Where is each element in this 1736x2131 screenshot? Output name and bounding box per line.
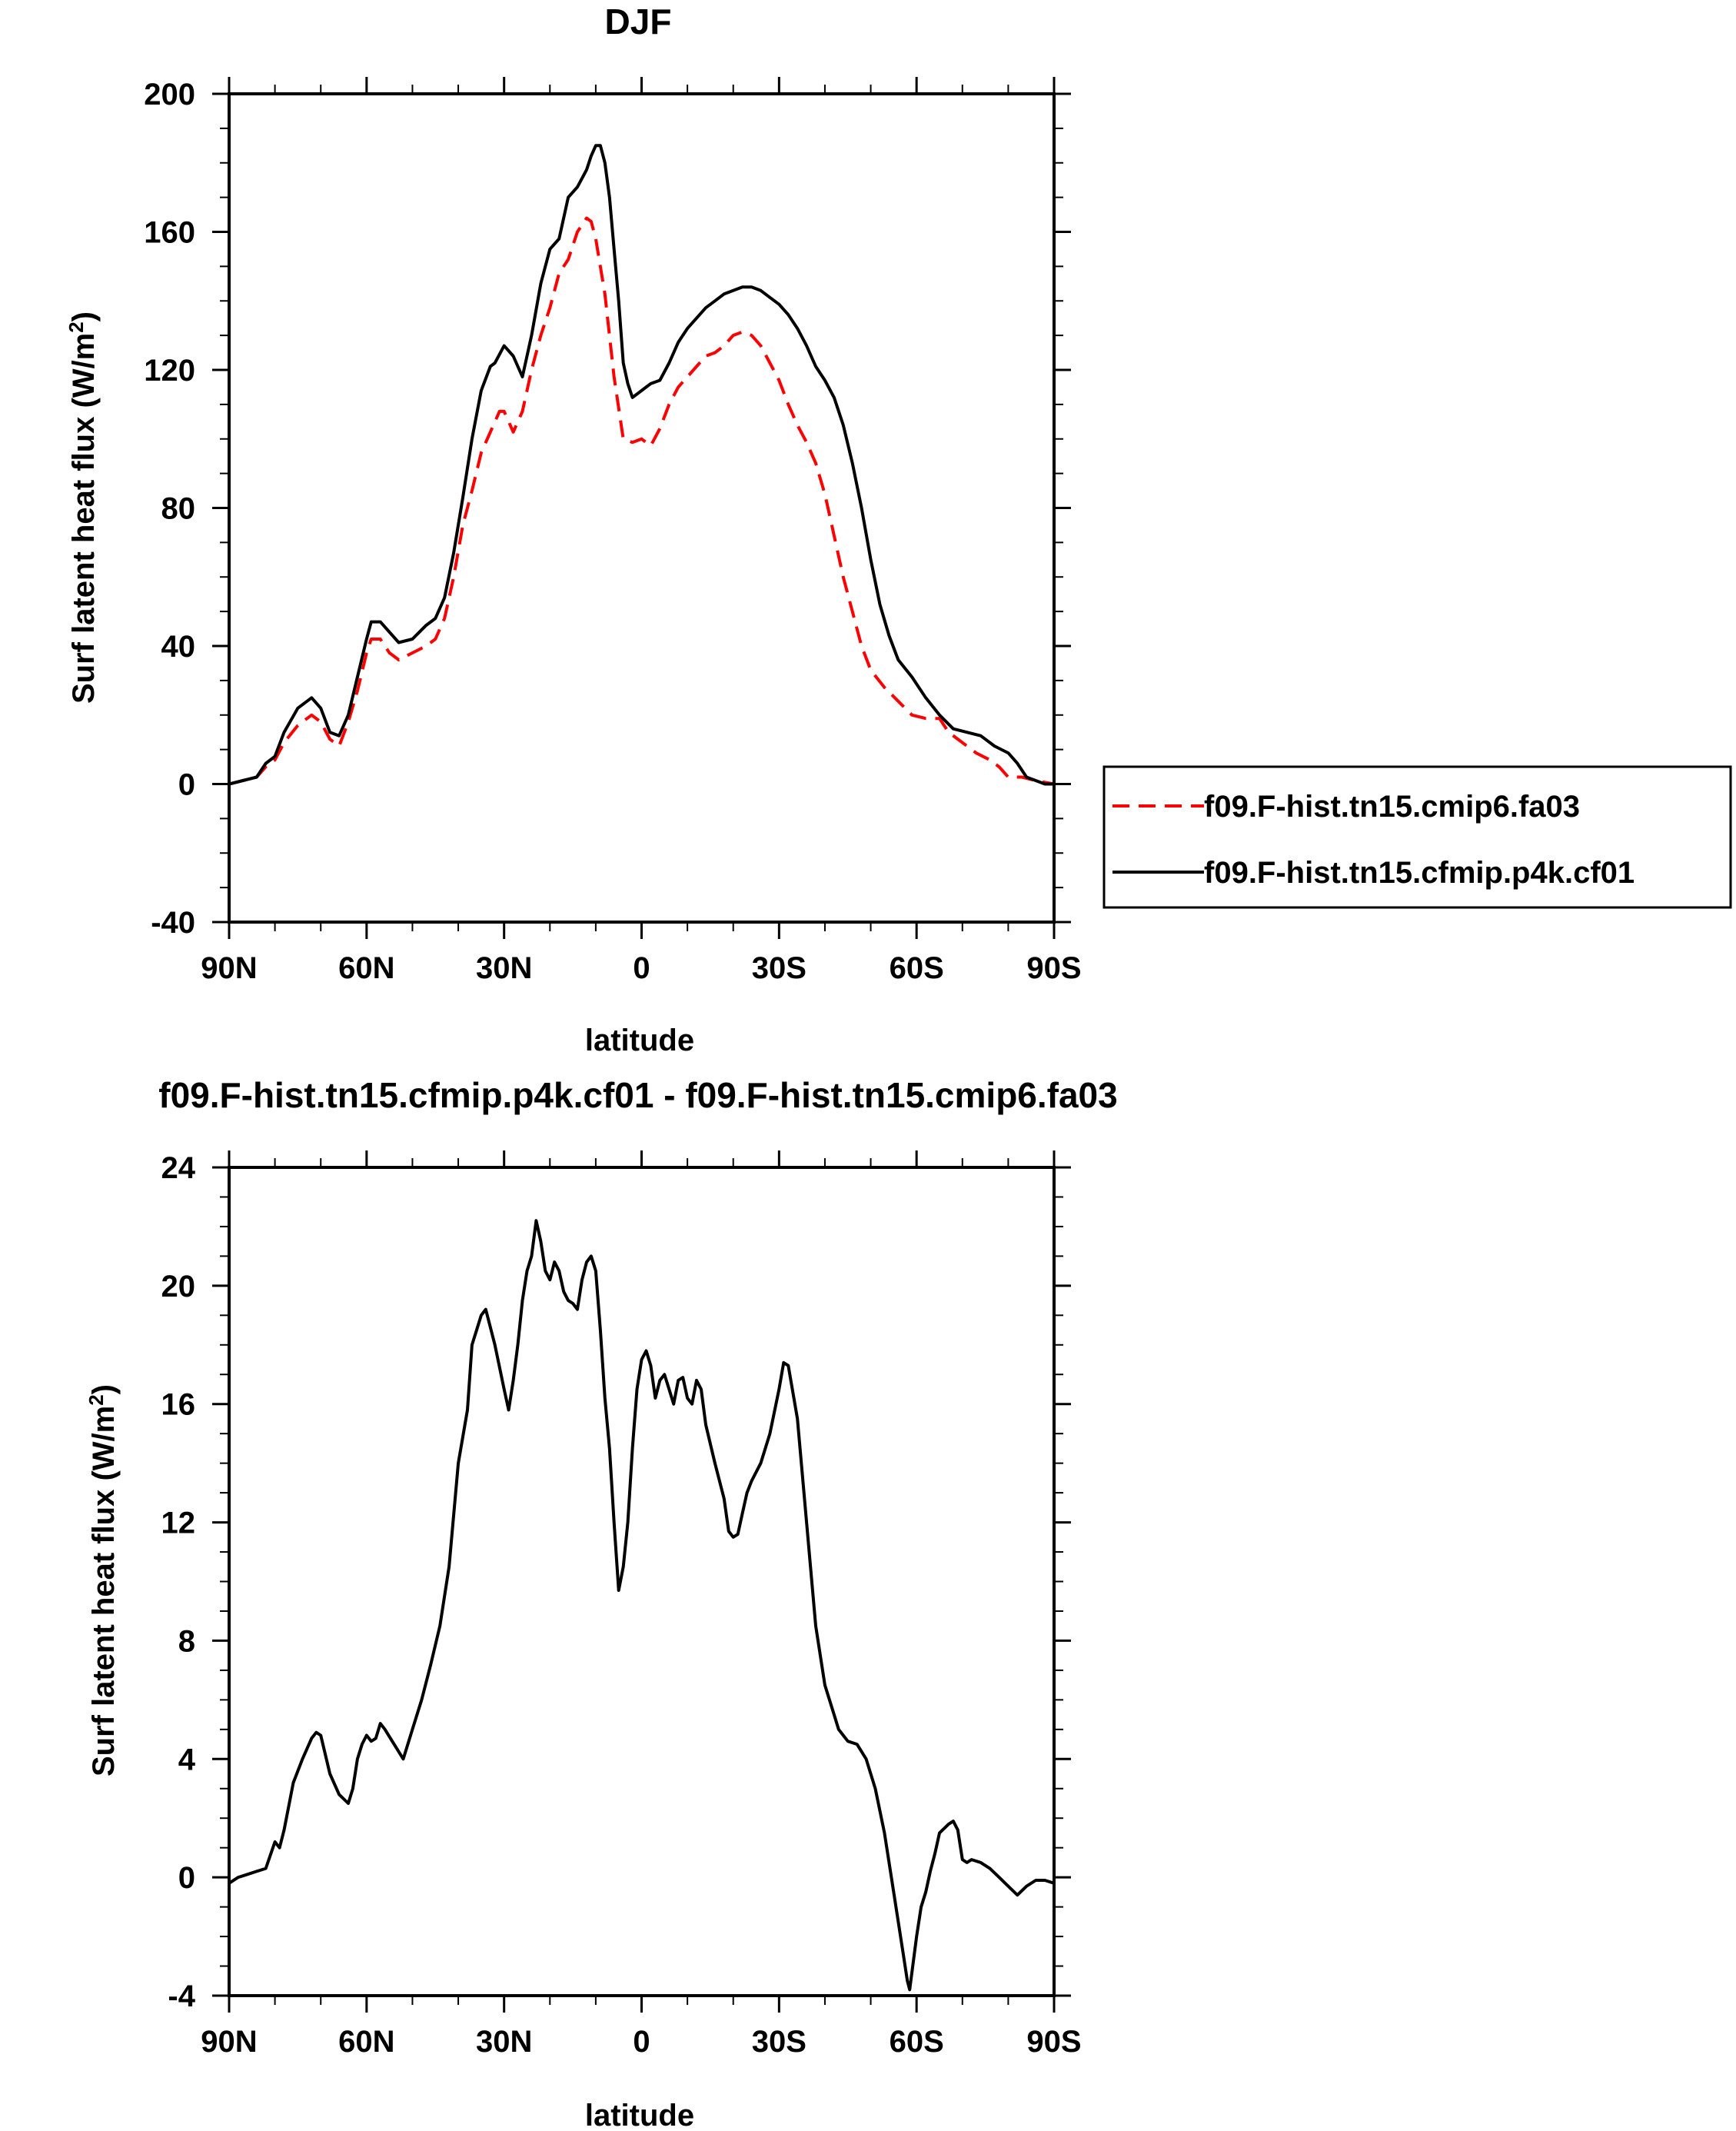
bottom-y-tick-label: 16 bbox=[161, 1388, 196, 1422]
bottom-x-tick-label: 90S bbox=[1026, 2025, 1081, 2059]
top-panel-x-axis-label: latitude bbox=[585, 1024, 694, 1057]
bottom-y-tick-label: 20 bbox=[161, 1270, 196, 1304]
bottom-panel: f09.F-hist.tn15.cfmip.p4k.cf01 - f09.F-h… bbox=[85, 1075, 1118, 2131]
bottom-y-tick-label: 12 bbox=[161, 1507, 196, 1540]
top-y-tick-label: 40 bbox=[161, 630, 196, 664]
top-panel-frame bbox=[228, 92, 1056, 924]
bottom-panel-y-axis-label-close: ) bbox=[87, 1384, 121, 1394]
top-y-tick-label: 160 bbox=[144, 216, 195, 250]
top-panel-y-axis-label-main: Surf latent heat flux (W/m bbox=[67, 333, 101, 704]
bottom-panel-y-axis-label: Surf latent heat flux (W/m2) bbox=[85, 1384, 121, 1776]
bottom-y-tick-label: 0 bbox=[178, 1861, 195, 1895]
legend-box bbox=[1102, 765, 1732, 909]
top-panel-title: DJF bbox=[605, 2, 672, 42]
bottom-y-tick-label: 8 bbox=[178, 1624, 195, 1658]
top-x-tick-label: 90S bbox=[1026, 951, 1081, 985]
top-y-tick-label: 120 bbox=[144, 354, 195, 388]
top-x-tick-label: 60S bbox=[890, 951, 944, 985]
bottom-x-tick-label: 60S bbox=[890, 2025, 944, 2059]
legend-label-experiment: f09.F-hist.tn15.cfmip.p4k.cf01 bbox=[1204, 856, 1635, 890]
top-series-line-1 bbox=[228, 216, 1055, 786]
legend: f09.F-hist.tn15.cmip6.fa03 f09.F-hist.tn… bbox=[1102, 765, 1732, 909]
bottom-panel-x-axis-label: latitude bbox=[585, 2099, 694, 2131]
bottom-y-tick-label: -4 bbox=[168, 1979, 195, 2013]
top-panel-y-axis-label-sup: 2 bbox=[65, 321, 88, 332]
bottom-x-tick-label: 0 bbox=[633, 2025, 650, 2059]
top-x-tick-label: 30N bbox=[476, 951, 532, 985]
top-y-tick-label: 0 bbox=[178, 768, 195, 802]
bottom-panel-series bbox=[228, 1219, 1055, 1992]
bottom-panel-y-axis-label-sup: 2 bbox=[85, 1394, 108, 1405]
bottom-panel-frame bbox=[228, 1166, 1056, 1997]
bottom-y-tick-label: 24 bbox=[161, 1151, 196, 1185]
top-x-tick-label: 90N bbox=[201, 951, 257, 985]
top-panel-y-axis-label-close: ) bbox=[67, 311, 101, 321]
top-panel-y-axis-label: Surf latent heat flux (W/m2) bbox=[65, 311, 101, 704]
bottom-series-line-1 bbox=[228, 1219, 1055, 1992]
bottom-x-tick-label: 30N bbox=[476, 2025, 532, 2059]
bottom-panel-title: f09.F-hist.tn15.cfmip.p4k.cf01 - f09.F-h… bbox=[158, 1075, 1117, 1115]
top-panel-series bbox=[228, 144, 1055, 786]
bottom-x-tick-label: 60N bbox=[338, 2025, 394, 2059]
bottom-x-tick-label: 30S bbox=[752, 2025, 806, 2059]
bottom-panel-y-axis-label-main: Surf latent heat flux (W/m bbox=[87, 1406, 121, 1776]
top-y-tick-label: -40 bbox=[151, 906, 195, 940]
top-x-tick-label: 0 bbox=[633, 951, 650, 985]
top-x-tick-label: 60N bbox=[338, 951, 394, 985]
top-y-tick-label: 80 bbox=[161, 492, 196, 526]
bottom-x-tick-label: 90N bbox=[201, 2025, 257, 2059]
top-series-line-2 bbox=[228, 144, 1054, 786]
legend-label-control: f09.F-hist.tn15.cmip6.fa03 bbox=[1204, 790, 1580, 824]
top-y-tick-label: 200 bbox=[144, 78, 195, 112]
top-panel-tick-labels: -40 0 40 80 120 160 200 90N 60N 30N 0 30S 60S 90S bbox=[144, 78, 1081, 985]
top-panel: DJF -40 0 40 80 120 160 200 90N 60N 30N 0 30S 60S 90S… bbox=[65, 2, 1732, 1057]
bottom-panel-tick-labels: -4 0 4 8 12 16 20 24 90N 60N 30N 0 30S 60S 90S bbox=[161, 1151, 1082, 2059]
top-x-tick-label: 30S bbox=[752, 951, 806, 985]
bottom-y-tick-label: 4 bbox=[178, 1743, 196, 1776]
